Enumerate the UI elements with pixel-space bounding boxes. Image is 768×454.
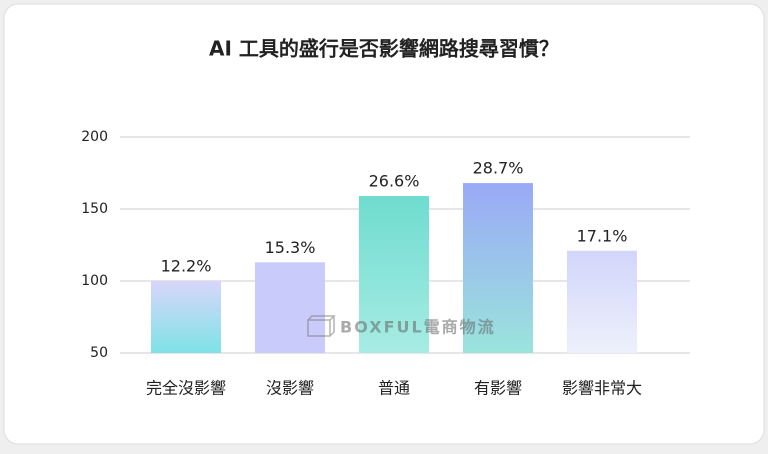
x-tick-label: 影響非常大 bbox=[562, 379, 642, 398]
bar bbox=[151, 281, 221, 353]
y-tick-label: 50 bbox=[90, 345, 108, 361]
watermark-text: BOXFUL電商物流 bbox=[340, 318, 496, 337]
y-tick-label: 150 bbox=[81, 201, 108, 217]
y-tick-label: 200 bbox=[81, 129, 108, 145]
bar bbox=[255, 262, 325, 353]
watermark-icon bbox=[307, 315, 336, 337]
x-tick-label: 普通 bbox=[378, 379, 410, 398]
data-label: 17.1% bbox=[577, 226, 628, 245]
data-label: 26.6% bbox=[369, 172, 420, 191]
bar bbox=[567, 250, 637, 353]
y-tick-label: 100 bbox=[81, 273, 108, 289]
bar bbox=[463, 183, 533, 353]
x-tick-label: 有影響 bbox=[474, 379, 522, 398]
bar bbox=[359, 196, 429, 353]
data-label: 28.7% bbox=[473, 159, 524, 178]
data-label: 12.2% bbox=[161, 257, 212, 276]
chart-title: AI 工具的盛行是否影響網路搜尋習慣？ bbox=[209, 37, 559, 61]
x-tick-label: 沒影響 bbox=[266, 379, 314, 398]
x-tick-label: 完全沒影響 bbox=[146, 379, 226, 398]
data-label: 15.3% bbox=[265, 238, 316, 257]
watermark: BOXFUL電商物流 bbox=[307, 315, 496, 337]
